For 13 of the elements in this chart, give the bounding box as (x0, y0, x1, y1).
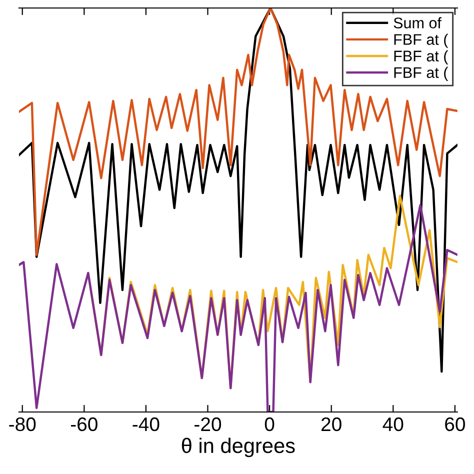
x-tick-label: -80 (9, 417, 36, 432)
x-tick-label: -60 (70, 417, 98, 432)
x-tick-label: 60 (445, 417, 465, 432)
legend-label: FBF at ( (394, 50, 448, 64)
x-axis-title: θ in degrees (182, 438, 295, 458)
x-tick-label: 40 (382, 417, 404, 432)
legend-label: FBF at ( (394, 34, 448, 48)
legend-label: Sum of (394, 17, 442, 28)
x-tick-label: 20 (322, 417, 342, 432)
legend-label: FBF at ( (394, 66, 448, 81)
x-tick-label: -40 (132, 417, 160, 432)
x-tick-label: 0 (264, 417, 274, 432)
x-tick-label: -20 (194, 417, 222, 432)
